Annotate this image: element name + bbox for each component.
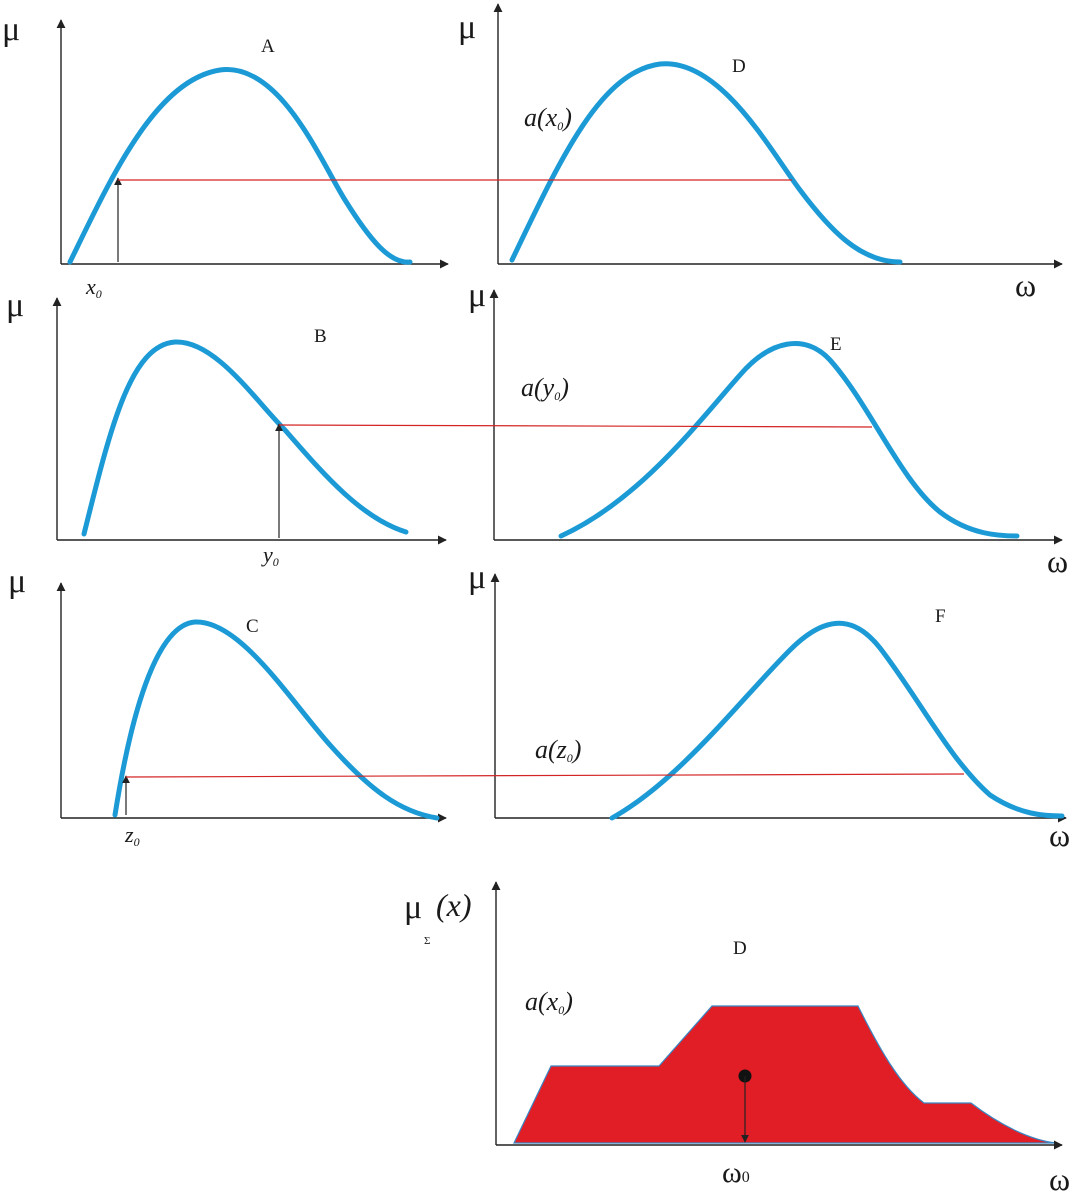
activation-label-z0: a(z0) [535,735,581,765]
mu-label-E: μ [468,277,486,314]
panel-D [493,3,1063,269]
input-label-x0: x0 [85,274,102,301]
input-label-z0: z0 [124,822,140,849]
set-label-A: A [261,36,275,57]
input-label-y0: y0 [261,542,279,569]
level-line-z0 [125,773,965,778]
membership-curve-C [112,619,440,821]
omega-label-row2: ω [1047,543,1068,579]
membership-curve-A [67,67,413,265]
set-label-B: B [314,326,327,347]
set-label-F: F [935,606,946,627]
set-label-D: D [732,56,746,77]
panel-E [489,289,1063,545]
sigma-subscript: Σ [424,935,430,947]
panel-A [56,19,449,269]
mu-label-D: μ [458,9,476,46]
level-line-y0 [278,424,873,428]
activation-label-result: a(x0) [525,987,573,1017]
panel-F [490,573,1067,823]
set-label-C: C [246,616,259,637]
set-label-result: D [733,938,747,959]
membership-curve-E [558,341,1020,539]
omega-label-row1: ω [1015,267,1036,303]
mu-label-F: μ [468,559,486,596]
membership-curve-F [609,620,1065,821]
membership-curve-D [509,61,903,265]
mu-label-B: μ [6,287,24,324]
set-label-E: E [830,334,842,355]
omega-label-row3: ω [1049,817,1070,853]
membership-curve-B [81,339,409,537]
omega-label-aggregate: ω [1049,1161,1070,1192]
activation-label-x0: a(x0) [524,103,572,133]
mu-label-C: μ [8,563,26,600]
activation-label-y0: a(y0) [521,373,569,403]
x-of-label: (x) [436,887,472,923]
panel-B [52,297,447,545]
mu-sigma-label: μ [404,889,422,926]
mu-label-A: μ [2,11,20,48]
panel-C [56,582,447,823]
panel-aggregate [491,881,1063,1150]
aggregate-area [513,1005,1057,1144]
omega0-label: ω0 [722,1156,750,1189]
